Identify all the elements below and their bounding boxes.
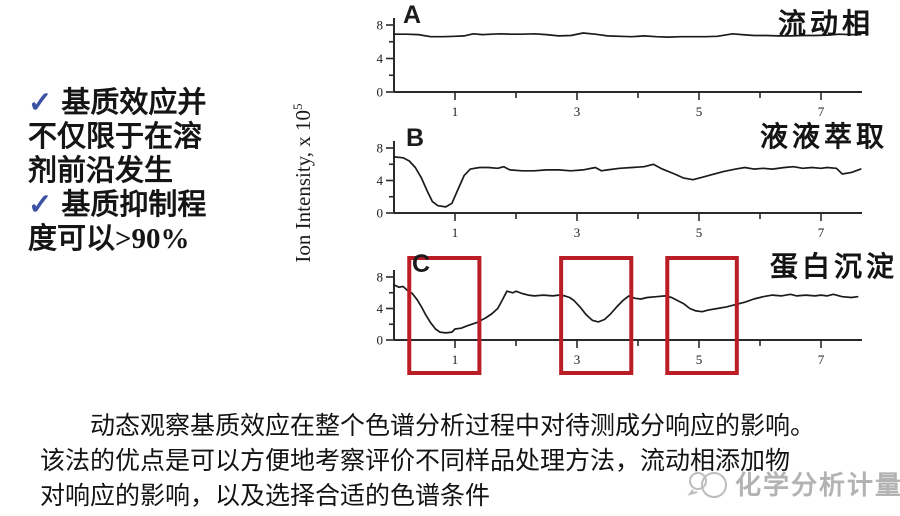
axis-lines xyxy=(393,141,862,214)
panel-a-letter: A xyxy=(403,1,422,29)
checkmark-icon: ✓ xyxy=(28,189,53,221)
panel-b-letter: B xyxy=(406,124,425,152)
caption-line: 动态观察基质效应在整个色谱分析过程中对待测成分响应的影响。 xyxy=(90,413,816,440)
x-tick-label: 5 xyxy=(696,352,703,367)
x-tick-label: 3 xyxy=(574,225,581,240)
key-point-line: 度可以>90% xyxy=(28,222,273,256)
panel-c-series-label: 蛋白沉淀 xyxy=(770,252,899,283)
ion-intensity-trace xyxy=(393,284,859,334)
axis-lines xyxy=(393,18,862,93)
y-tick-label: 8 xyxy=(377,141,384,156)
x-tick-label: 3 xyxy=(574,352,581,367)
x-tick-label: 1 xyxy=(452,104,459,119)
key-point-text: 基质效应并 xyxy=(61,87,207,119)
highlight-box xyxy=(559,256,634,375)
ion-intensity-trace xyxy=(393,156,862,208)
x-tick-label: 3 xyxy=(574,104,581,119)
y-axis-label: Ion Intensity, x 105 xyxy=(290,63,320,303)
panel-b-chart: 0 4 8 1 3 5 7 xyxy=(377,141,862,240)
x-tick-label: 5 xyxy=(696,225,703,240)
ion-intensity-trace xyxy=(393,32,862,38)
x-tick-label: 7 xyxy=(818,225,825,240)
key-point-line: ✓ 基质效应并 xyxy=(28,86,273,120)
y-axis-label-text: Ion Intensity, x 10 xyxy=(291,109,315,263)
y-tick-label: 0 xyxy=(377,206,384,221)
x-tick-label: 1 xyxy=(452,352,459,367)
panel-c-letter: C xyxy=(412,250,431,278)
x-tick-label: 5 xyxy=(696,104,703,119)
highlight-box xyxy=(665,256,739,375)
x-tick-label: 7 xyxy=(818,104,825,119)
y-axis-exponent: 5 xyxy=(290,103,305,110)
key-point-text: 剂前沿发生 xyxy=(28,155,174,187)
y-tick-label: 4 xyxy=(377,173,384,188)
key-point-text: 度可以>90% xyxy=(28,223,190,255)
y-tick-label: 4 xyxy=(377,301,384,316)
key-point-line: ✓ 基质抑制程 xyxy=(28,188,273,222)
y-tick-label: 4 xyxy=(377,51,384,66)
watermark: 化学分析计量 xyxy=(686,463,900,503)
key-point-line: 不仅限于在溶 xyxy=(28,120,273,154)
panel-c-chart: 0 4 8 1 3 5 7 xyxy=(377,256,862,375)
watermark-logo-icon xyxy=(687,472,727,498)
x-tick-label: 7 xyxy=(818,352,825,367)
panel-a-chart: 0 4 8 1 3 5 7 xyxy=(377,18,862,119)
checkmark-icon: ✓ xyxy=(28,87,53,119)
caption-line: 该法的优点是可以方便地考察评价不同样品处理方法，流动相添加物 xyxy=(40,448,791,475)
key-point-line: 剂前沿发生 xyxy=(28,154,273,188)
panel-b-series-label: 液液萃取 xyxy=(760,122,889,153)
key-points: ✓ 基质效应并 不仅限于在溶 剂前沿发生 ✓ 基质抑制程 度可以>90% xyxy=(28,86,273,256)
caption-line: 对响应的影响，以及选择合适的色谱条件 xyxy=(40,483,491,510)
panel-a-series-label: 流动相 xyxy=(778,9,875,40)
y-tick-label: 8 xyxy=(377,270,384,285)
axis-lines xyxy=(393,270,862,341)
watermark-text: 化学分析计量 xyxy=(735,470,900,500)
y-tick-label: 0 xyxy=(377,85,384,100)
y-tick-label: 8 xyxy=(377,18,384,33)
key-point-text: 不仅限于在溶 xyxy=(28,121,203,153)
key-point-text: 基质抑制程 xyxy=(61,189,207,221)
caption: 动态观察基质效应在整个色谱分析过程中对待测成分响应的影响。 该法的优点是可以方便… xyxy=(40,409,885,514)
highlight-box xyxy=(407,256,482,375)
x-tick-label: 1 xyxy=(452,225,459,240)
y-tick-label: 0 xyxy=(377,333,384,348)
